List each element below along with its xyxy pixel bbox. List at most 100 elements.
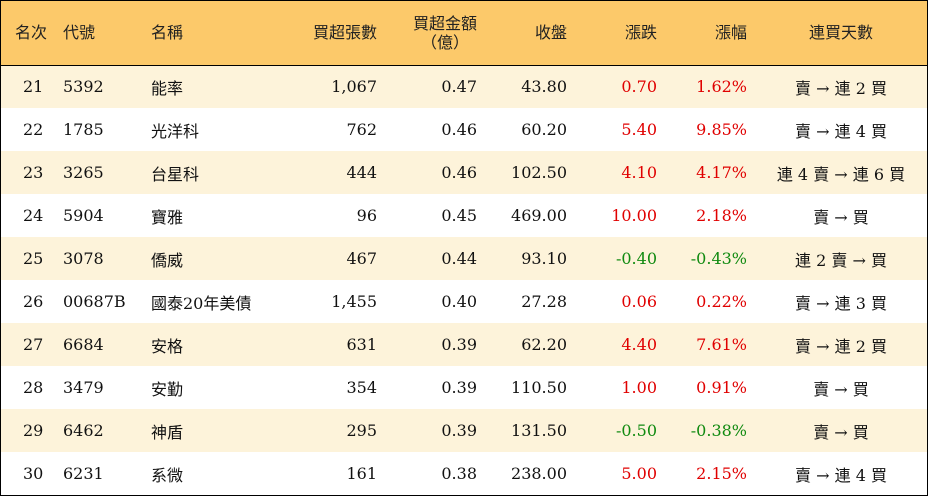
cell-code: 6684 [63,335,104,354]
cell-rank: 25 [23,249,44,268]
cell-change: 0.70 [621,77,657,97]
cell-rank: 29 [23,421,44,440]
cell-net-buy-amount: 0.47 [441,77,477,97]
cell-consecutive-days: 賣 → 連 4 買 [795,121,887,141]
cell-name: 國泰20年美債 [151,293,252,313]
cell-close: 62.20 [521,335,567,354]
cell-net-buy-shares: 295 [346,421,377,440]
cell-close: 60.20 [521,120,567,139]
cell-close: 469.00 [511,206,567,225]
table-row: 21 5392 能率 1,067 0.47 43.80 0.70 1.62% 賣… [1,65,927,108]
cell-change: 4.10 [621,163,657,182]
cell-code: 6231 [63,464,104,483]
cell-rank: 26 [23,292,44,311]
table-body: 21 5392 能率 1,067 0.47 43.80 0.70 1.62% 賣… [1,65,927,495]
cell-name: 寶雅 [151,207,184,227]
cell-change-pct: 1.62% [696,77,747,97]
cell-change-pct: -0.43% [690,249,747,268]
cell-code: 3479 [63,378,104,397]
cell-rank: 30 [23,464,44,483]
cell-change: 0.06 [621,292,657,311]
header-net-buy-amount-line1: 買超金額 [412,13,477,33]
cell-consecutive-days: 賣 → 買 [813,422,869,442]
table-row: 26 00687B 國泰20年美債 1,455 0.40 27.28 0.06 … [1,280,927,323]
header-net-buy-amount: 買超金額 （億） [385,1,485,66]
cell-code: 6462 [63,421,104,440]
header-name: 名稱 [141,1,287,66]
cell-change-pct: 2.18% [696,206,747,225]
cell-net-buy-amount: 0.45 [441,206,477,225]
cell-change-pct: 0.22% [696,292,747,311]
cell-net-buy-shares: 467 [346,249,377,268]
table-row: 27 6684 安格 631 0.39 62.20 4.40 7.61% 賣 →… [1,323,927,366]
cell-change-pct: -0.38% [690,421,747,440]
header-code: 代號 [59,1,141,66]
table-row: 25 3078 僑威 467 0.44 93.10 -0.40 -0.43% 連… [1,237,927,280]
cell-consecutive-days: 連 2 賣 → 買 [795,250,887,270]
header-net-buy-shares: 買超張數 [287,1,385,66]
cell-net-buy-amount: 0.46 [441,163,477,182]
cell-change: 5.40 [621,120,657,139]
cell-net-buy-shares: 762 [346,120,377,139]
cell-consecutive-days: 賣 → 買 [813,207,869,227]
cell-net-buy-amount: 0.39 [441,421,477,440]
cell-rank: 23 [23,163,44,182]
cell-name: 光洋科 [151,121,200,141]
cell-change-pct: 9.85% [696,120,747,139]
cell-code: 1785 [63,120,104,139]
cell-change: 5.00 [621,464,657,483]
cell-change: 10.00 [611,206,657,225]
cell-change: 4.40 [621,335,657,354]
cell-net-buy-shares: 444 [346,163,377,182]
cell-code: 5392 [63,77,104,97]
header-change-pct: 漲幅 [665,1,755,66]
cell-name: 安格 [151,336,184,356]
table-row: 22 1785 光洋科 762 0.46 60.20 5.40 9.85% 賣 … [1,108,927,151]
cell-consecutive-days: 賣 → 連 4 買 [795,465,887,485]
cell-consecutive-days: 賣 → 買 [813,379,869,399]
cell-change: -0.50 [615,421,657,440]
cell-close: 27.28 [521,292,567,311]
cell-close: 110.50 [511,378,567,397]
table-header-row: 名次 代號 名稱 買超張數 買超金額 （億） 收盤 漲跌 漲幅 連買天數 [1,1,927,66]
header-consecutive-days: 連買天數 [755,1,927,66]
cell-close: 131.50 [511,421,567,440]
cell-change-pct: 2.15% [696,464,747,483]
cell-name: 安勤 [151,379,184,399]
cell-close: 238.00 [511,464,567,483]
cell-net-buy-shares: 96 [356,206,377,225]
header-close: 收盤 [485,1,575,66]
cell-net-buy-amount: 0.44 [441,249,477,268]
cell-close: 43.80 [521,77,567,97]
table-row: 28 3479 安勤 354 0.39 110.50 1.00 0.91% 賣 … [1,366,927,409]
header-net-buy-amount-line2: （億） [420,32,469,52]
header-rank: 名次 [1,1,59,66]
cell-net-buy-shares: 631 [346,335,377,354]
cell-net-buy-shares: 354 [346,378,377,397]
cell-consecutive-days: 連 4 賣 → 連 6 買 [776,164,906,184]
cell-net-buy-amount: 0.38 [441,464,477,483]
cell-change: -0.40 [615,249,657,268]
cell-rank: 22 [23,120,44,139]
cell-code: 3078 [63,249,104,268]
header-change: 漲跌 [575,1,665,66]
cell-consecutive-days: 賣 → 連 3 買 [795,293,887,313]
cell-net-buy-shares: 1,067 [331,77,377,97]
cell-net-buy-shares: 1,455 [331,292,377,311]
cell-change-pct: 0.91% [696,378,747,397]
cell-name: 僑威 [151,250,184,270]
table-row: 29 6462 神盾 295 0.39 131.50 -0.50 -0.38% … [1,409,927,452]
cell-rank: 27 [23,335,44,354]
cell-name: 系微 [151,465,184,485]
cell-change-pct: 4.17% [696,163,747,182]
cell-net-buy-amount: 0.40 [441,292,477,311]
cell-close: 102.50 [511,163,567,182]
cell-change: 1.00 [621,378,657,397]
cell-net-buy-shares: 161 [346,464,377,483]
cell-net-buy-amount: 0.46 [441,120,477,139]
table-row: 24 5904 寶雅 96 0.45 469.00 10.00 2.18% 賣 … [1,194,927,237]
cell-code: 3265 [63,163,104,182]
cell-change-pct: 7.61% [696,335,747,354]
